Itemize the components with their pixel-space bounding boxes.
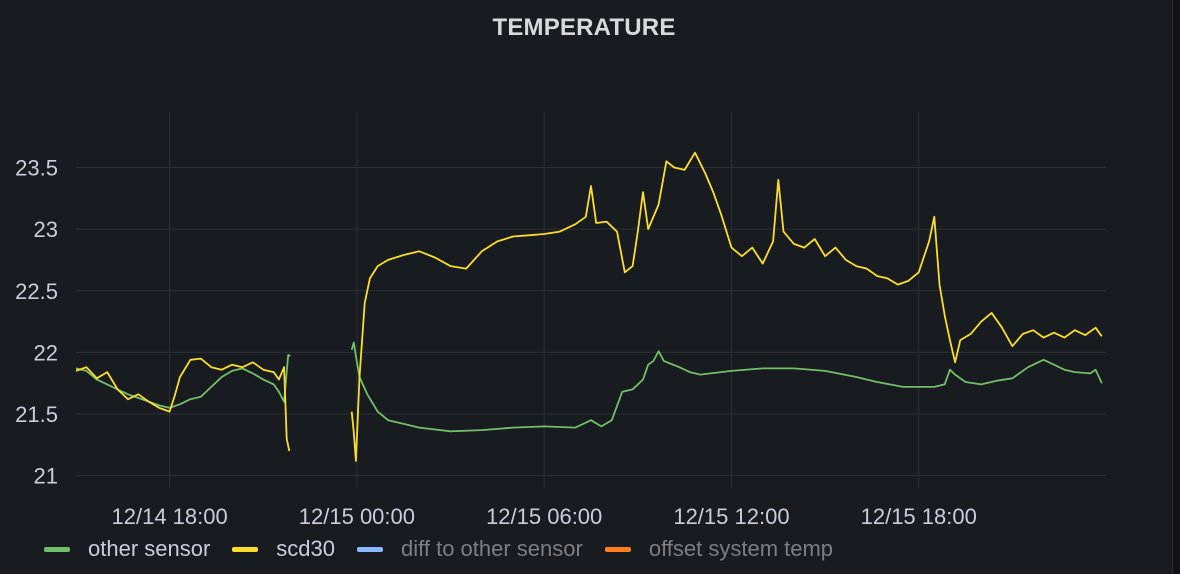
legend-label: scd30 <box>276 536 336 561</box>
series-line-other-sensor <box>350 341 1103 433</box>
legend: other sensor scd30 diff to other sensor … <box>44 536 855 562</box>
legend-item-other-sensor[interactable]: other sensor <box>44 536 210 562</box>
x-tick-label: 12/15 00:00 <box>299 504 415 529</box>
legend-label: offset system temp <box>648 536 834 561</box>
legend-item-scd30[interactable]: scd30 <box>232 536 335 562</box>
y-axis-labels: 21 21.5 22 22.5 23 23.5 <box>15 155 58 488</box>
y-tick-label: 21 <box>34 464 58 489</box>
legend-item-diff-to-other-sensor[interactable]: diff to other sensor <box>357 536 583 562</box>
series-line-other-sensor <box>75 353 291 409</box>
x-tick-label: 12/15 06:00 <box>486 504 602 529</box>
y-tick-label: 22.5 <box>15 279 58 304</box>
legend-swatch-icon <box>232 546 259 552</box>
legend-swatch-icon <box>604 546 631 552</box>
legend-label: diff to other sensor <box>401 536 583 561</box>
legend-swatch-icon <box>357 546 384 552</box>
grid-lines <box>76 112 1106 488</box>
x-tick-label: 12/14 18:00 <box>112 504 228 529</box>
y-tick-label: 23 <box>34 217 58 242</box>
series-line-scd30 <box>350 151 1103 462</box>
legend-swatch-icon <box>44 546 70 552</box>
legend-item-offset-system-temp[interactable]: offset system temp <box>604 536 834 562</box>
y-tick-label: 21.5 <box>15 402 58 427</box>
panel-edge <box>1172 0 1180 574</box>
series-lines <box>75 151 1103 462</box>
legend-label: other sensor <box>88 536 211 561</box>
x-tick-label: 12/15 18:00 <box>861 504 977 529</box>
x-axis-labels: 12/14 18:00 12/15 00:00 12/15 06:00 12/15 1… <box>112 504 977 529</box>
series-line-scd30 <box>75 357 291 452</box>
y-tick-label: 23.5 <box>15 155 58 180</box>
panel-title: TEMPERATURE <box>492 14 676 41</box>
x-tick-label: 12/15 12:00 <box>673 504 789 529</box>
y-tick-label: 22 <box>34 340 58 365</box>
